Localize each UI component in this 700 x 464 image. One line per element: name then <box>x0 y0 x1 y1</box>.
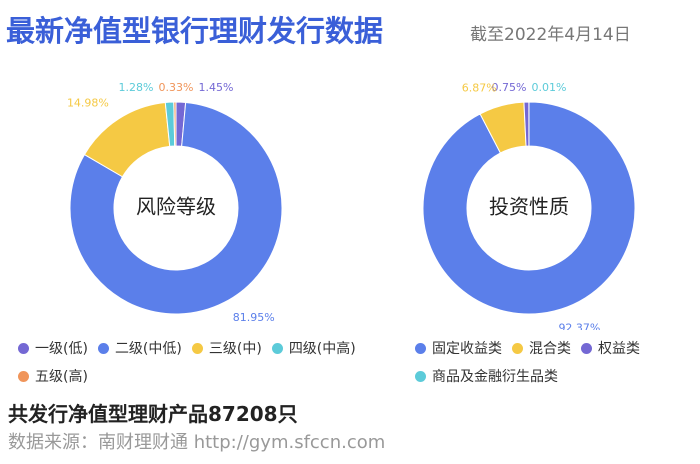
legend-item: 固定收益类 <box>415 338 502 358</box>
center-label: 投资性质 <box>489 195 569 219</box>
legend-item: 权益类 <box>581 338 640 358</box>
legend-dot <box>415 370 426 382</box>
legend-item: 商品及金融衍生品类 <box>415 366 558 386</box>
legend-dot <box>191 342 203 354</box>
slice <box>69 101 283 315</box>
value-label: 0.33% <box>159 81 194 94</box>
value-label: 14.98% <box>67 97 109 110</box>
legend-item: 四级(中高) <box>271 338 356 358</box>
legend-label: 二级(中低) <box>114 341 182 357</box>
legend-dot <box>18 342 29 354</box>
legend-label: 商品及金融衍生品类 <box>432 369 558 385</box>
legend-label: 三级(中) <box>208 341 262 357</box>
legend: 一级(低) 二级(中低) 三级(中) 四级(中高) 五级(高) <box>18 338 363 386</box>
title: 最新净值型银行理财发行数据 <box>6 14 384 48</box>
legend-dot <box>97 342 109 354</box>
value-label: 81.95% <box>233 311 275 324</box>
slice <box>422 101 636 315</box>
legend-label: 混合类 <box>529 341 571 357</box>
value-label: 0.01% <box>532 81 567 94</box>
subtitle: 截至2022年4月14日 <box>470 25 631 45</box>
legend-dot <box>415 342 426 354</box>
charts: 1.28% 0.33% 1.45% 81.95% 14.98% 风险等级 0.75% 0.01… <box>67 81 636 330</box>
value-label: 92.37% <box>558 321 600 330</box>
value-label: 0.75% <box>492 81 527 94</box>
center-label: 风险等级 <box>136 195 216 219</box>
legend-item: 五级(高) <box>18 366 88 386</box>
legend-label: 四级(中高) <box>288 341 356 357</box>
legend-item: 一级(低) <box>18 338 88 358</box>
legend-label: 一级(低) <box>35 341 88 357</box>
legend: 固定收益类 混合类 权益类商品及金融衍生品类 <box>415 338 700 386</box>
legend-item: 三级(中) <box>191 338 262 358</box>
value-label: 1.28% <box>119 81 154 94</box>
source: 数据来源：南财理财通 http://gym.sfccn.com <box>8 432 386 453</box>
slice <box>173 101 177 147</box>
legend-dot <box>512 342 523 354</box>
legend-dot <box>18 370 29 382</box>
legend-dot <box>581 342 592 354</box>
value-label: 1.45% <box>199 81 234 94</box>
legend-label: 固定收益类 <box>432 341 502 357</box>
legend-label: 五级(高) <box>35 369 88 385</box>
legend-item: 混合类 <box>512 338 571 358</box>
value-label: 6.87% <box>462 81 497 94</box>
legend-item: 二级(中低) <box>97 338 182 358</box>
legend-dot <box>271 342 283 354</box>
legend-label: 权益类 <box>598 341 640 357</box>
summary: 共发行净值型理财产品87208只 <box>8 402 298 426</box>
